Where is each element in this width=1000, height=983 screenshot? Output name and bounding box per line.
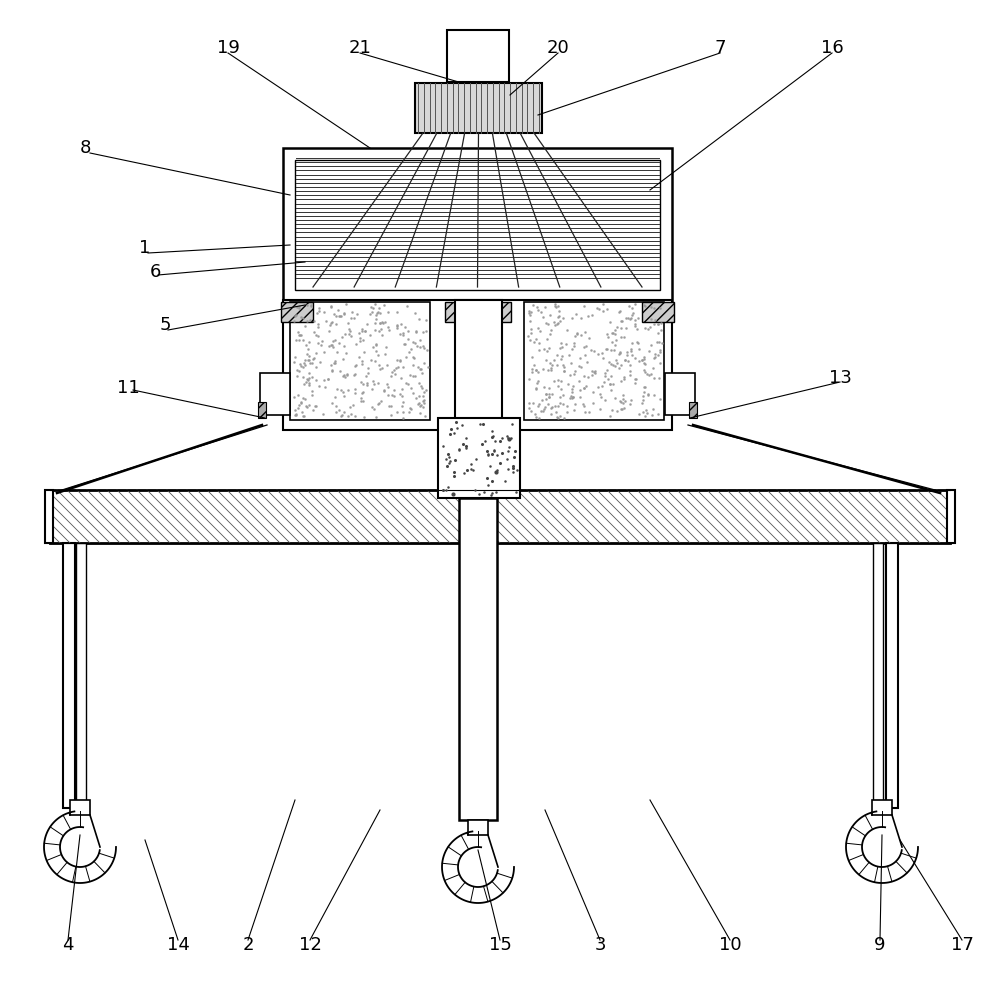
Bar [70, 800, 90, 815]
Text: 4: 4 [62, 936, 74, 954]
Bar [665, 373, 695, 415]
Bar [258, 402, 266, 418]
Bar [281, 302, 313, 322]
Bar [415, 83, 542, 133]
Text: 19: 19 [217, 39, 239, 57]
Bar [76, 543, 86, 803]
Text: 21: 21 [349, 39, 371, 57]
Bar [445, 302, 473, 322]
Text: 1: 1 [139, 239, 151, 257]
Bar [260, 373, 290, 415]
Text: 11: 11 [117, 379, 139, 397]
Bar [438, 418, 520, 498]
Text: 14: 14 [167, 936, 189, 954]
Bar [295, 160, 660, 290]
Text: 16: 16 [821, 39, 843, 57]
Text: 12: 12 [299, 936, 321, 954]
Bar [689, 402, 697, 418]
Text: 15: 15 [489, 936, 511, 954]
Bar [63, 543, 75, 808]
Bar [459, 498, 497, 820]
Text: 2: 2 [242, 936, 254, 954]
Text: 6: 6 [149, 263, 161, 281]
Text: 13: 13 [829, 369, 851, 387]
Text: 9: 9 [874, 936, 886, 954]
Bar [50, 490, 950, 543]
Bar [873, 543, 883, 803]
Bar [447, 30, 509, 82]
Text: 7: 7 [714, 39, 726, 57]
Bar [872, 800, 892, 815]
Bar [642, 302, 674, 322]
Bar [455, 300, 502, 420]
Text: 20: 20 [547, 39, 569, 57]
Bar [290, 302, 430, 420]
Text: 10: 10 [719, 936, 741, 954]
Text: 5: 5 [159, 316, 171, 334]
Bar [483, 302, 511, 322]
Bar [524, 302, 664, 420]
Bar [886, 543, 898, 808]
Text: 17: 17 [951, 936, 973, 954]
Bar [283, 300, 672, 430]
Bar [283, 148, 672, 302]
Text: 8: 8 [79, 139, 91, 157]
Bar [947, 490, 955, 543]
Text: 3: 3 [594, 936, 606, 954]
Bar [45, 490, 53, 543]
Bar [468, 820, 488, 835]
